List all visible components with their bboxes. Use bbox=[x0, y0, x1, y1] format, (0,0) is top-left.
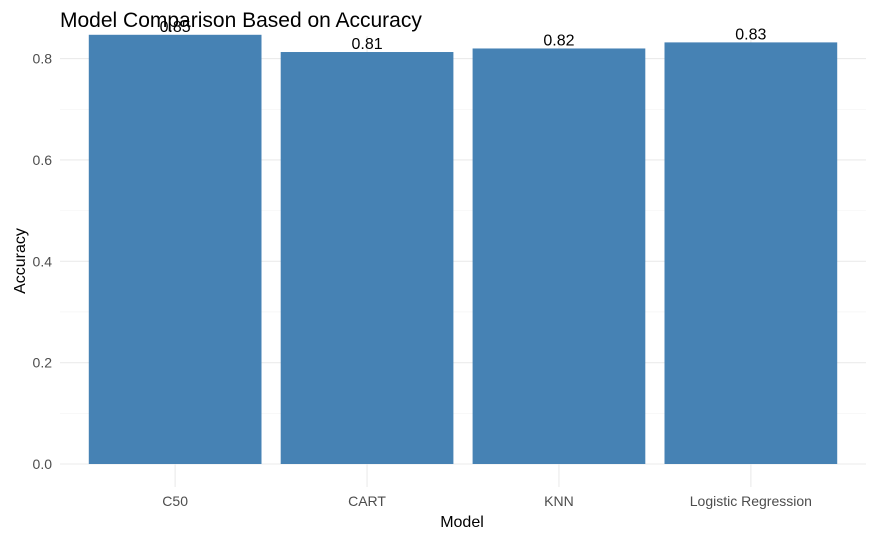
bar-value-labels: 0.85 0.81 0.82 0.83 bbox=[160, 19, 767, 53]
bar-value-label: 0.85 bbox=[160, 19, 191, 36]
x-axis-title: Model bbox=[440, 514, 484, 531]
x-tick-label: Logistic Regression bbox=[690, 493, 812, 509]
bar-value-label: 0.81 bbox=[351, 36, 382, 53]
bar bbox=[664, 42, 838, 464]
bar bbox=[472, 48, 646, 464]
x-axis: C50 CART KNN Logistic Regression bbox=[162, 493, 812, 509]
bar bbox=[88, 34, 262, 464]
bar-value-label: 0.83 bbox=[735, 26, 766, 43]
y-axis-title: Accuracy bbox=[12, 228, 29, 294]
x-tick-label: C50 bbox=[162, 493, 188, 509]
bars bbox=[88, 34, 838, 464]
x-tick-label: CART bbox=[348, 493, 386, 509]
y-tick-label: 0.4 bbox=[33, 253, 53, 269]
y-tick-label: 0.6 bbox=[33, 152, 53, 168]
y-axis: 0.0 0.2 0.4 0.6 0.8 bbox=[33, 51, 53, 472]
bar-value-label: 0.82 bbox=[543, 32, 574, 49]
y-tick-label: 0.0 bbox=[33, 456, 53, 472]
y-tick-label: 0.2 bbox=[33, 355, 53, 371]
y-tick-label: 0.8 bbox=[33, 51, 53, 67]
bar bbox=[280, 52, 454, 464]
x-tick-label: KNN bbox=[544, 493, 574, 509]
chart-title: Model Comparison Based on Accuracy bbox=[60, 9, 422, 32]
